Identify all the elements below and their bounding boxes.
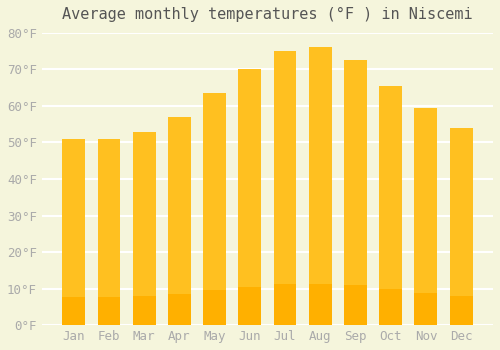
Bar <box>238 287 262 325</box>
Bar <box>379 289 402 325</box>
Bar <box>203 93 226 325</box>
Bar <box>309 48 332 325</box>
Bar <box>98 297 120 325</box>
Bar <box>98 139 120 325</box>
Bar <box>309 284 332 325</box>
Bar <box>450 128 472 325</box>
Bar <box>414 293 438 325</box>
Bar <box>414 108 438 325</box>
Bar <box>379 86 402 325</box>
Bar <box>274 51 296 325</box>
Bar <box>450 296 472 325</box>
Title: Average monthly temperatures (°F ) in Niscemi: Average monthly temperatures (°F ) in Ni… <box>62 7 472 22</box>
Bar <box>62 297 85 325</box>
Bar <box>274 284 296 325</box>
Bar <box>344 286 367 325</box>
Bar <box>238 69 262 325</box>
Bar <box>132 296 156 325</box>
Bar <box>344 60 367 325</box>
Bar <box>168 294 191 325</box>
Bar <box>168 117 191 325</box>
Bar <box>62 139 85 325</box>
Bar <box>203 290 226 325</box>
Bar <box>132 132 156 325</box>
